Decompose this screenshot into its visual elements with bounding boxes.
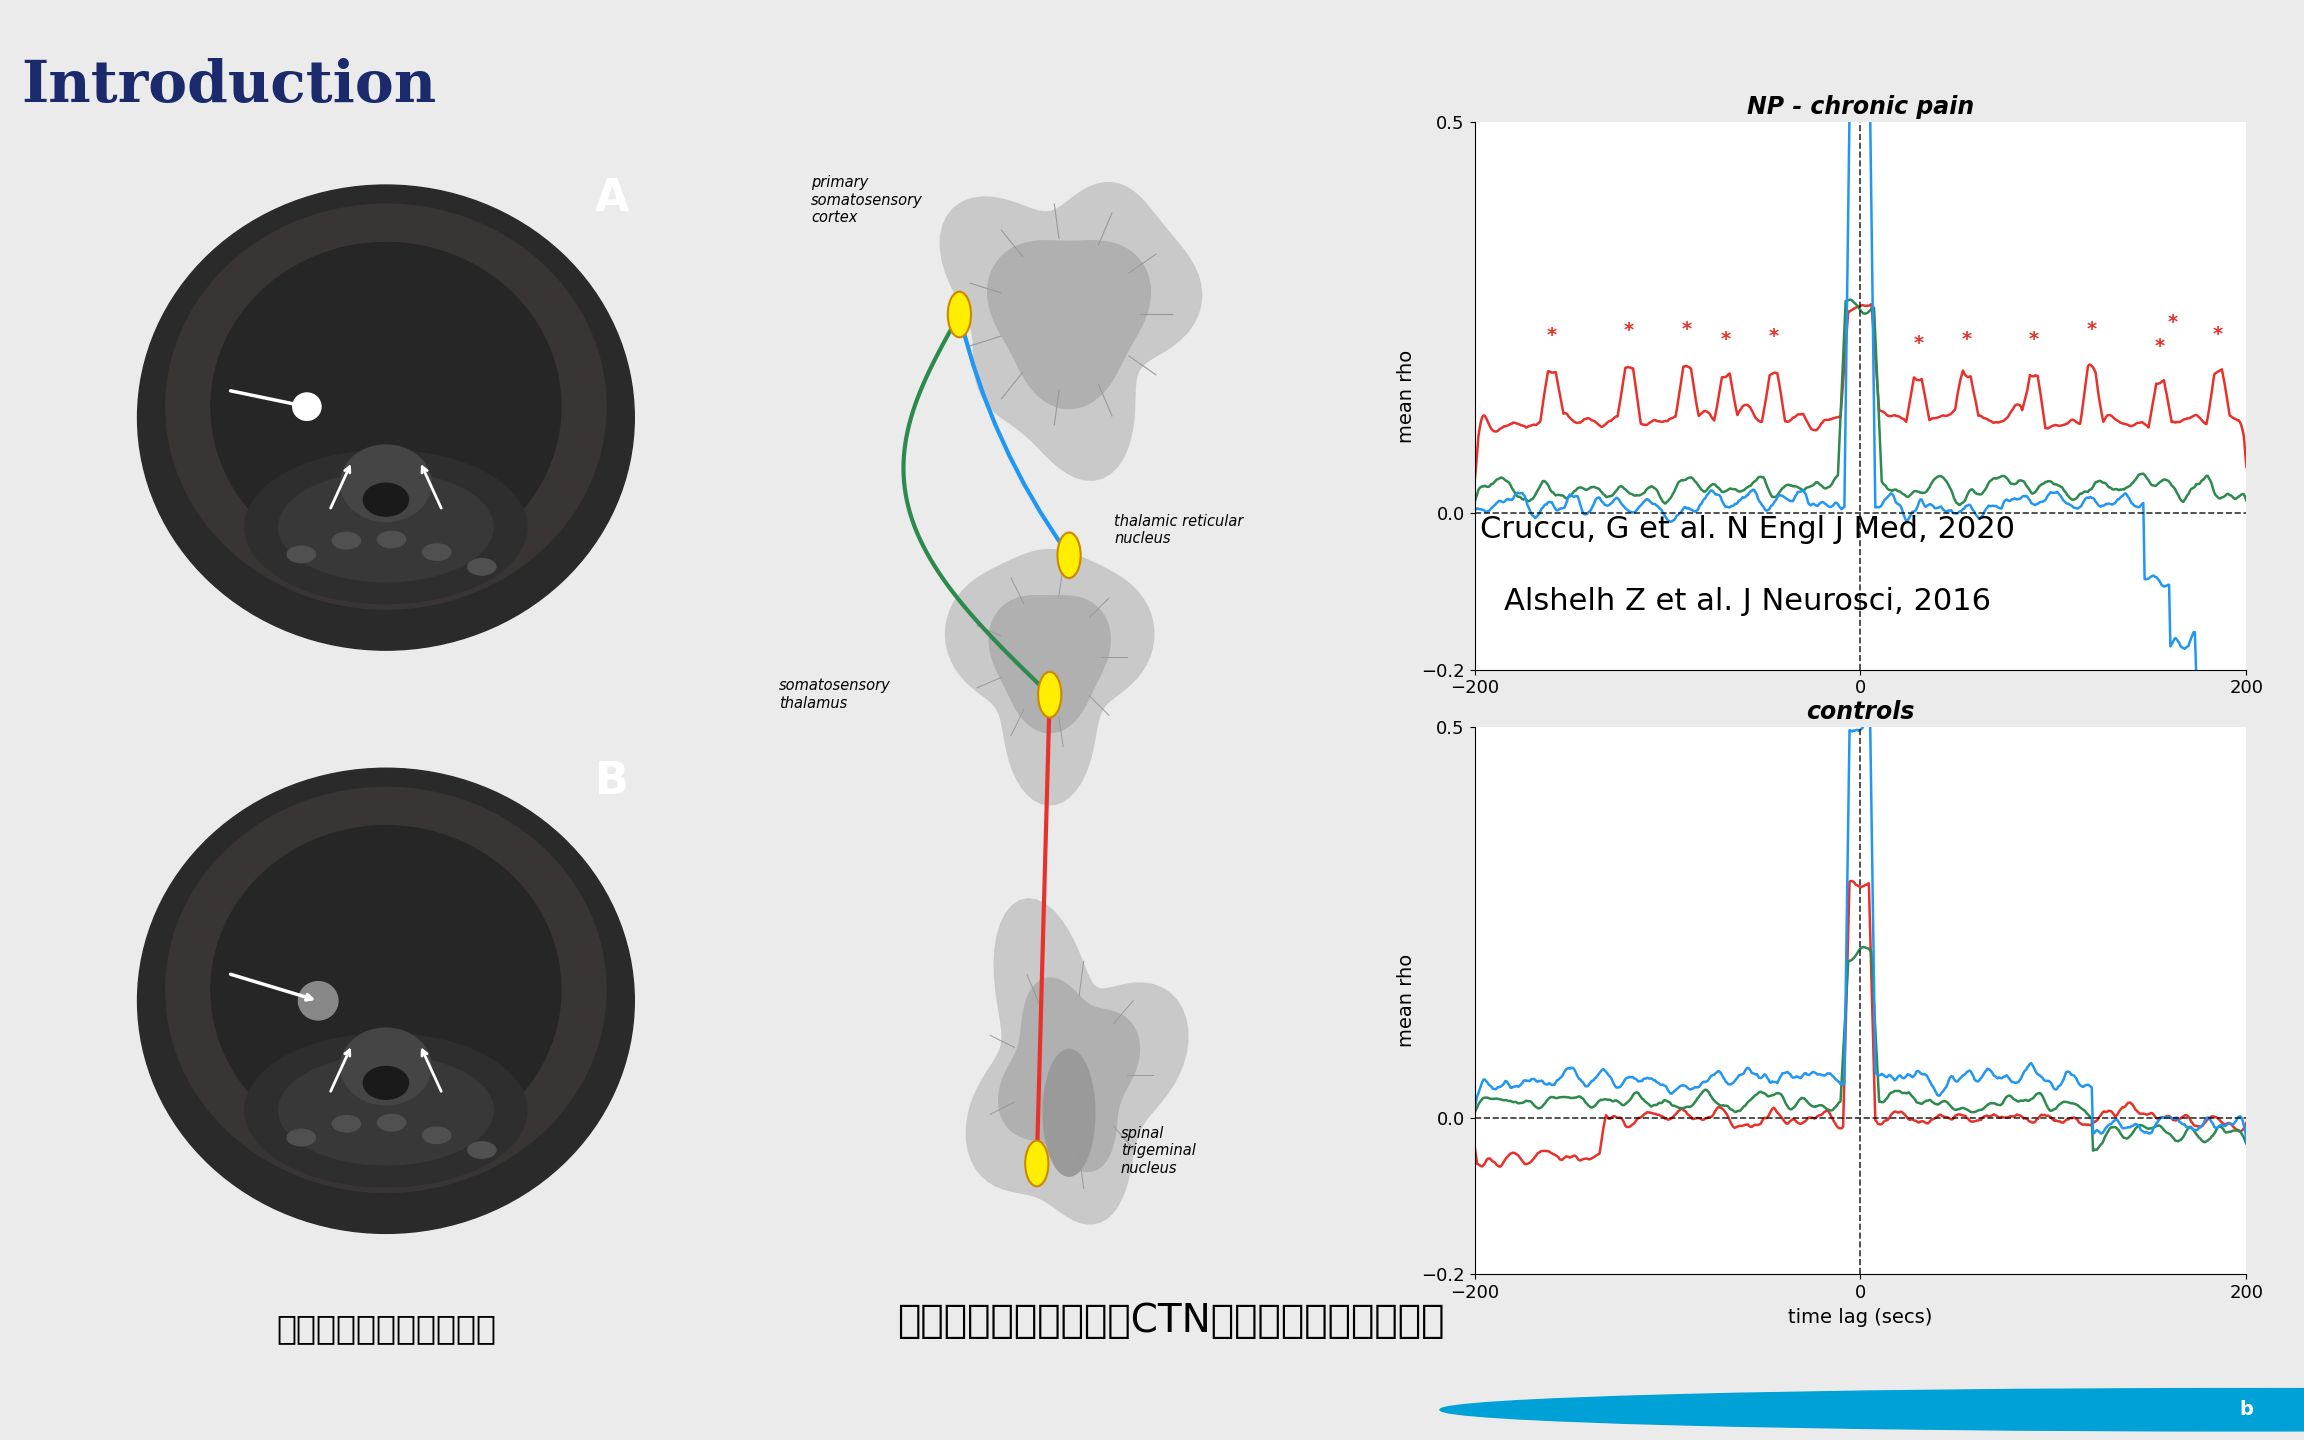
Title: NP - chronic pain: NP - chronic pain	[1746, 95, 1975, 120]
Text: b: b	[2239, 1400, 2253, 1420]
Text: *: *	[1961, 330, 1972, 348]
Polygon shape	[988, 240, 1150, 409]
Y-axis label: mean rho: mean rho	[1396, 955, 1415, 1047]
Ellipse shape	[364, 484, 408, 516]
Circle shape	[1039, 672, 1062, 717]
Polygon shape	[965, 899, 1189, 1224]
Text: *: *	[2212, 325, 2223, 344]
Circle shape	[1025, 1140, 1048, 1187]
Text: *: *	[2168, 314, 2177, 333]
Circle shape	[300, 982, 339, 1020]
Text: 中枢介导的疼痛机制在CTN发病中发挥了重要作用: 中枢介导的疼痛机制在CTN发病中发挥了重要作用	[896, 1302, 1445, 1341]
Text: *: *	[2087, 320, 2097, 338]
Text: *: *	[1624, 321, 1634, 340]
Ellipse shape	[138, 184, 634, 649]
Ellipse shape	[332, 1116, 359, 1132]
Ellipse shape	[378, 1115, 406, 1130]
Text: *: *	[1769, 327, 1779, 346]
Circle shape	[1058, 533, 1081, 577]
Circle shape	[1440, 1388, 2304, 1431]
Ellipse shape	[364, 1067, 408, 1099]
Text: *: *	[1721, 330, 1730, 350]
Text: Cruccu, G et al. N Engl J Med, 2020: Cruccu, G et al. N Engl J Med, 2020	[1479, 516, 2016, 544]
Text: *: *	[1912, 334, 1924, 353]
Ellipse shape	[468, 1142, 495, 1158]
Text: Alshelh Z et al. J Neurosci, 2016: Alshelh Z et al. J Neurosci, 2016	[1505, 588, 1991, 616]
Ellipse shape	[378, 531, 406, 547]
Ellipse shape	[341, 1028, 431, 1104]
Ellipse shape	[422, 1128, 452, 1143]
Text: A: A	[594, 177, 629, 220]
Ellipse shape	[332, 533, 359, 549]
Polygon shape	[988, 596, 1111, 733]
Text: 三叉神经痛神经血管受压: 三叉神经痛神经血管受压	[276, 1312, 495, 1345]
Ellipse shape	[166, 788, 606, 1192]
Ellipse shape	[468, 559, 495, 575]
Ellipse shape	[288, 546, 316, 563]
Polygon shape	[945, 550, 1154, 805]
Circle shape	[293, 393, 320, 420]
Ellipse shape	[244, 451, 528, 603]
Text: *: *	[1682, 320, 1691, 338]
Polygon shape	[940, 183, 1203, 480]
Y-axis label: mean rho: mean rho	[1396, 350, 1415, 442]
X-axis label: time lag (secs): time lag (secs)	[1788, 1308, 1933, 1326]
Ellipse shape	[166, 204, 606, 609]
Text: spinal
trigeminal
nucleus: spinal trigeminal nucleus	[1120, 1126, 1196, 1175]
Polygon shape	[998, 978, 1140, 1172]
Ellipse shape	[1044, 1050, 1094, 1176]
Ellipse shape	[288, 1129, 316, 1146]
Ellipse shape	[138, 769, 634, 1233]
Ellipse shape	[212, 825, 560, 1153]
Text: *: *	[2030, 330, 2039, 348]
Text: thalamic reticular
nucleus: thalamic reticular nucleus	[1115, 514, 1244, 546]
Text: somatosensory
thalamus: somatosensory thalamus	[779, 678, 892, 711]
Ellipse shape	[279, 472, 493, 582]
Ellipse shape	[244, 1034, 528, 1187]
Text: primary
somatosensory
cortex: primary somatosensory cortex	[811, 176, 924, 225]
Ellipse shape	[422, 544, 452, 560]
Text: *: *	[1546, 327, 1558, 346]
Circle shape	[947, 292, 970, 337]
Text: *: *	[2154, 337, 2166, 356]
Title: controls: controls	[1806, 700, 1915, 724]
Ellipse shape	[212, 242, 560, 570]
Ellipse shape	[341, 445, 431, 521]
Text: Introduction: Introduction	[21, 58, 435, 114]
Ellipse shape	[279, 1056, 493, 1165]
Text: B: B	[594, 760, 629, 804]
